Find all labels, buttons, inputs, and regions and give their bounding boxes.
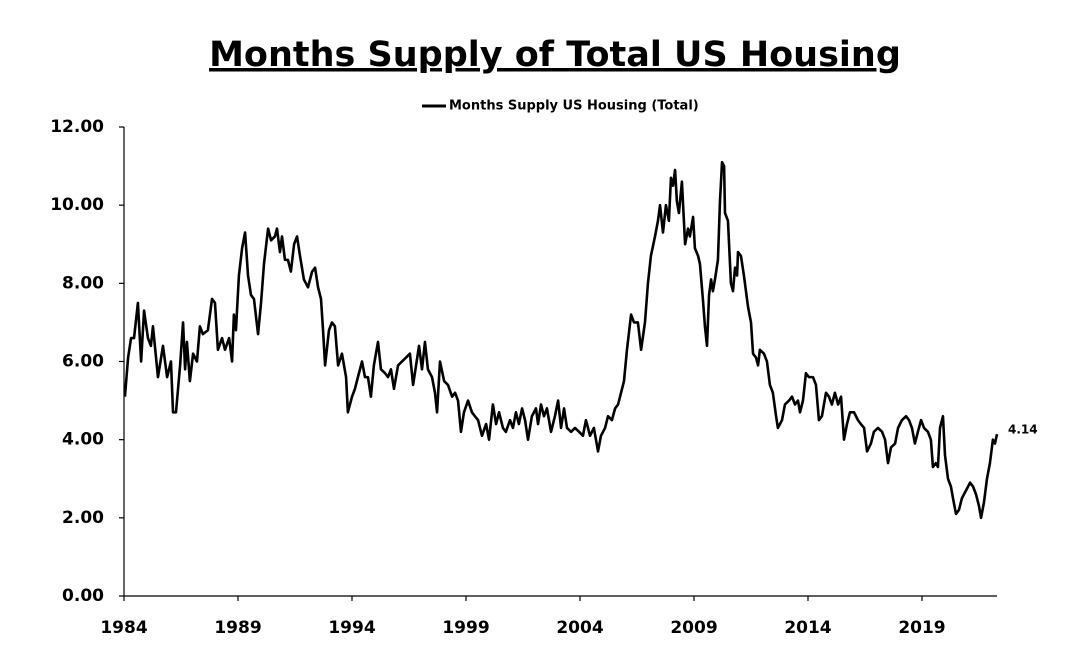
data-label: 4.14 [1008,423,1038,437]
x-tick-label: 2004 [556,618,603,638]
y-tick-label: 4.00 [62,430,104,450]
legend-label: Months Supply US Housing (Total) [449,99,699,114]
y-tick-label: 8.00 [62,273,104,293]
x-tick-label: 1999 [442,618,489,638]
x-tick-label: 2014 [784,618,831,638]
y-tick-label: 2.00 [62,508,104,528]
x-tick-label: 2019 [898,618,945,638]
x-tick-label: 1989 [214,618,261,638]
y-tick-label: 12.00 [50,117,104,137]
data-line [123,160,999,520]
x-tick-label: 2009 [670,618,717,638]
chart-title: Months Supply of Total US Housing [209,35,901,75]
x-tick-label: 1984 [100,618,147,638]
x-tick-label: 1994 [328,618,375,638]
y-tick-label: 10.00 [50,195,104,215]
y-tick-label: 0.00 [62,586,104,606]
y-tick-label: 6.00 [62,352,104,372]
